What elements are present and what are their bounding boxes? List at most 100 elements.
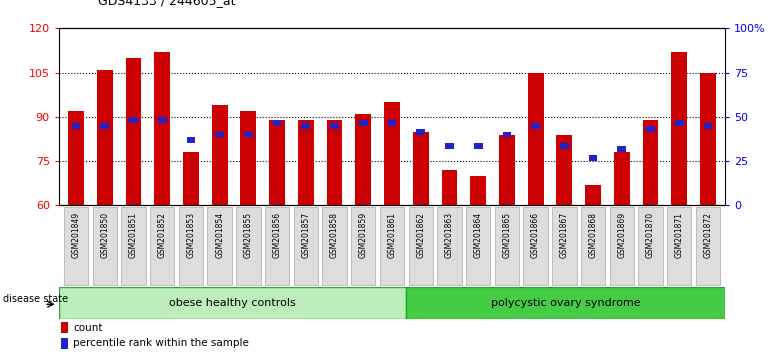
FancyBboxPatch shape [150,207,174,285]
Bar [646,126,655,132]
FancyBboxPatch shape [581,207,605,285]
Bar [216,132,224,137]
Text: GSM201867: GSM201867 [560,212,569,258]
Bar [470,176,486,205]
FancyBboxPatch shape [638,207,662,285]
Bar [384,102,400,205]
Text: GSM201865: GSM201865 [503,212,511,258]
Text: count: count [73,322,103,332]
Bar [327,120,343,205]
Text: disease state: disease state [3,295,68,304]
Text: polycystic ovary syndrome: polycystic ovary syndrome [491,298,641,308]
Bar [560,143,568,149]
FancyBboxPatch shape [93,207,117,285]
Bar [503,132,511,137]
Bar [100,123,109,129]
Text: GSM201850: GSM201850 [100,212,109,258]
FancyBboxPatch shape [379,207,405,285]
FancyBboxPatch shape [59,287,406,319]
FancyBboxPatch shape [466,207,490,285]
Bar [445,143,454,149]
FancyBboxPatch shape [406,287,725,319]
Bar [416,129,425,135]
Text: GSM201859: GSM201859 [359,212,368,258]
FancyBboxPatch shape [610,207,634,285]
Bar [618,146,626,152]
Bar [273,120,281,126]
Bar [359,120,368,126]
FancyBboxPatch shape [294,207,318,285]
Text: GSM201857: GSM201857 [301,212,310,258]
Bar [643,120,659,205]
Text: obese healthy controls: obese healthy controls [169,298,296,308]
Text: GSM201849: GSM201849 [71,212,81,258]
Bar [532,123,540,129]
Bar [585,185,601,205]
Text: GSM201856: GSM201856 [273,212,281,258]
Text: GSM201870: GSM201870 [646,212,655,258]
FancyBboxPatch shape [236,207,260,285]
FancyBboxPatch shape [64,207,89,285]
Bar [71,123,81,129]
Bar [413,132,429,205]
Bar [244,132,252,137]
Bar [499,135,515,205]
Bar [302,123,310,129]
Text: GSM201853: GSM201853 [187,212,195,258]
Text: GSM201862: GSM201862 [416,212,425,258]
Text: GSM201855: GSM201855 [244,212,253,258]
Bar [474,143,482,149]
Bar [355,114,371,205]
Bar [589,155,597,161]
FancyBboxPatch shape [667,207,691,285]
Bar [441,170,457,205]
Text: GSM201866: GSM201866 [531,212,540,258]
Text: GSM201861: GSM201861 [387,212,397,258]
Text: GSM201864: GSM201864 [474,212,483,258]
Text: GDS4133 / 244605_at: GDS4133 / 244605_at [98,0,235,7]
Text: GSM201869: GSM201869 [617,212,626,258]
Bar [158,117,166,123]
Bar [187,137,195,143]
Text: GSM201872: GSM201872 [703,212,713,258]
FancyBboxPatch shape [208,207,232,285]
Text: GSM201851: GSM201851 [129,212,138,258]
FancyBboxPatch shape [695,207,720,285]
Bar [241,111,256,205]
Text: GSM201863: GSM201863 [445,212,454,258]
FancyBboxPatch shape [351,207,376,285]
Bar [298,120,314,205]
FancyBboxPatch shape [437,207,462,285]
Bar [60,322,68,333]
FancyBboxPatch shape [524,207,548,285]
FancyBboxPatch shape [552,207,576,285]
Text: percentile rank within the sample: percentile rank within the sample [73,338,249,348]
Text: GSM201868: GSM201868 [589,212,597,258]
Text: GSM201854: GSM201854 [215,212,224,258]
Bar [671,52,687,205]
FancyBboxPatch shape [179,207,203,285]
FancyBboxPatch shape [408,207,433,285]
Bar [129,117,138,123]
Bar [212,105,227,205]
Text: GSM201858: GSM201858 [330,212,339,258]
FancyBboxPatch shape [495,207,519,285]
Bar [183,152,199,205]
Text: GSM201852: GSM201852 [158,212,167,258]
Bar [700,73,716,205]
Bar [154,52,170,205]
Bar [675,120,684,126]
Bar [269,120,285,205]
FancyBboxPatch shape [122,207,146,285]
Text: GSM201871: GSM201871 [675,212,684,258]
Bar [330,123,339,129]
Bar [387,120,397,126]
Bar [703,123,713,129]
FancyBboxPatch shape [322,207,347,285]
Bar [614,152,630,205]
Bar [60,338,68,349]
Bar [557,135,572,205]
Bar [68,111,84,205]
Bar [528,73,543,205]
Bar [125,58,141,205]
